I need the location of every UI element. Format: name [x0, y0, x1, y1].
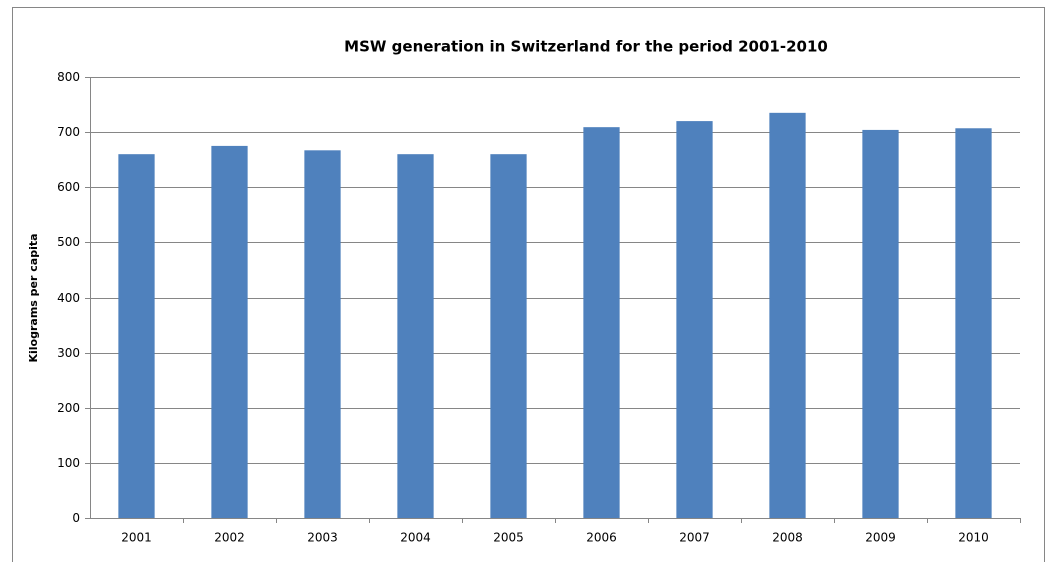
x-tick-label: 2001 [121, 531, 152, 545]
bar [211, 145, 248, 518]
x-tick-label: 2007 [679, 531, 710, 545]
x-tick-label: 2003 [307, 531, 338, 545]
y-tick-label: 100 [57, 456, 80, 470]
y-tick-label: 800 [57, 70, 80, 84]
bar [955, 128, 992, 519]
bar [490, 154, 527, 519]
y-tick-label: 500 [57, 235, 80, 249]
bar [304, 150, 341, 518]
y-tick-label: 400 [57, 291, 80, 305]
chart-title: MSW generation in Switzerland for the pe… [344, 38, 828, 56]
y-tick-label: 0 [72, 511, 80, 525]
x-tick-label: 2009 [865, 531, 896, 545]
bar [583, 127, 620, 518]
x-tick-label: 2002 [214, 531, 245, 545]
x-tick-label: 2005 [493, 531, 524, 545]
bar [769, 112, 806, 519]
y-axis-label: Kilograms per capita [27, 233, 40, 362]
y-tick-label: 300 [57, 346, 80, 360]
y-tick-label: 600 [57, 180, 80, 194]
bar [862, 129, 899, 519]
bar [397, 154, 434, 519]
bar [118, 154, 155, 519]
x-tick-label: 2006 [586, 531, 617, 545]
x-tick-label: 2004 [400, 531, 431, 545]
x-tick-label: 2008 [772, 531, 803, 545]
y-tick-label: 200 [57, 401, 80, 415]
bar [676, 121, 713, 518]
x-tick-label: 2010 [958, 531, 989, 545]
y-tick-label: 700 [57, 125, 80, 139]
